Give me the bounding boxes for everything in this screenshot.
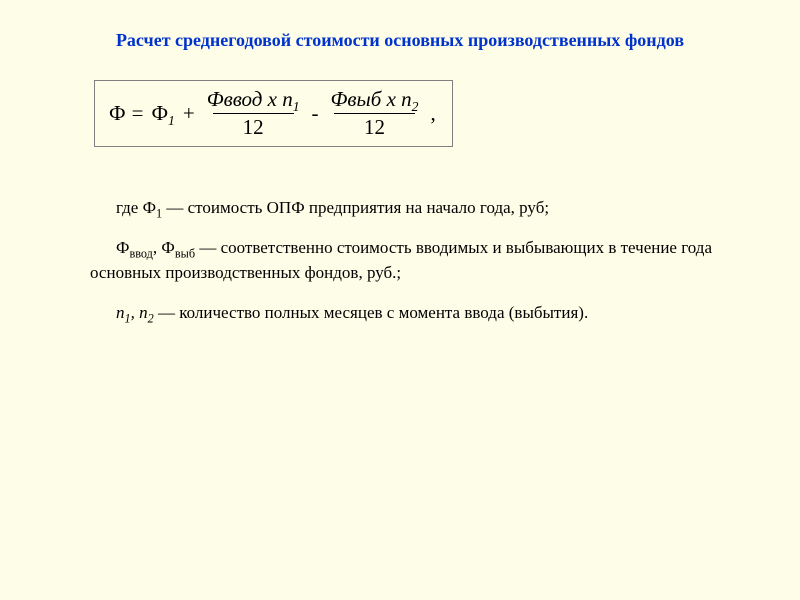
formula-frac1-num-b: n [282,87,293,111]
formula-frac2-num-b: n [401,87,412,111]
def2-e: — соответственно стоимость вводимых и вы… [90,238,712,283]
formula-row: Ф = Ф1 + Фввод х n1 12 - Фвыб х n2 [105,87,440,140]
formula-frac2-num: Фвыб х n2 [327,87,423,113]
def1-c: — стоимость ОПФ предприятия на начало го… [162,198,549,217]
formula-frac1-den: 12 [213,113,294,140]
page-title: Расчет среднегодовой стоимости основных … [50,28,750,80]
definitions: где Ф1 — стоимость ОПФ предприятия на на… [50,195,750,325]
formula-frac2: Фвыб х n2 12 [323,87,427,140]
formula-plus: + [179,103,199,124]
formula-lhs: Ф [105,103,128,124]
def3-a: n [116,303,125,322]
def2-c: , Ф [153,238,175,257]
formula-frac1-num: Фввод х n1 [203,87,304,113]
def2-d: выб [175,246,195,260]
formula-eq: = [128,103,148,124]
formula-frac1: Фввод х n1 12 [199,87,308,140]
def-line-3: n1, n2 — количество полных месяцев с мом… [90,300,730,326]
formula-frac1-num-c: 1 [293,99,300,114]
formula-term1-sub: 1 [168,113,175,128]
formula-frac2-num-a: Фвыб х [331,87,402,111]
formula-container: Ф = Ф1 + Фввод х n1 12 - Фвыб х n2 [94,80,750,147]
formula-minus: - [308,103,323,124]
formula-term1-sym: Ф [151,101,168,125]
def2-b: ввод [129,246,152,260]
def2-a: Ф [116,238,129,257]
def3-e: — количество полных месяцев с момента вв… [154,303,588,322]
formula-frac2-den: 12 [334,113,415,140]
formula-frac2-num-c: 2 [412,99,419,114]
formula-tail: , [426,103,439,124]
def-line-1: где Ф1 — стоимость ОПФ предприятия на на… [90,195,730,221]
formula-frac1-num-a: Фввод х [207,87,283,111]
formula-box: Ф = Ф1 + Фввод х n1 12 - Фвыб х n2 [94,80,453,147]
def1-a: где Ф [116,198,156,217]
slide-page: Расчет среднегодовой стоимости основных … [0,0,800,600]
formula-term1: Ф1 [147,103,178,124]
def3-c: , n [131,303,148,322]
def-line-2: Фввод, Фвыб — соответственно стоимость в… [90,235,730,286]
